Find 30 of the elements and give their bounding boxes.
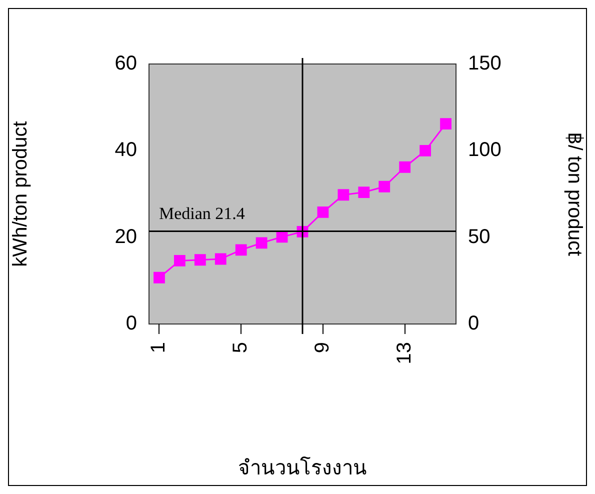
x-axis-title: จำนวนโรงงาน [238, 456, 367, 480]
y-tick-label: 0 [126, 312, 137, 335]
y2-tick-label: 0 [468, 312, 480, 335]
point [154, 272, 165, 284]
point [174, 255, 186, 266]
point [235, 244, 247, 256]
x-tick-label: 9 [311, 342, 334, 354]
point [194, 254, 206, 266]
point [358, 186, 370, 198]
point [399, 161, 411, 173]
y2-axis-title: ฿/ ton product [563, 132, 586, 257]
y2-tick-label: 50 [468, 226, 490, 248]
y-tick-label: 60 [114, 52, 137, 75]
y-tick-label: 20 [114, 226, 137, 248]
point [420, 144, 431, 156]
point [440, 118, 452, 130]
ref-line-label: Median 21.4 [159, 204, 246, 224]
point [378, 180, 390, 192]
y-tick-label: 40 [114, 139, 137, 162]
x-tick-label: 5 [230, 342, 252, 354]
point [317, 206, 329, 218]
point [214, 253, 226, 265]
y-axis-title: kWh/ton product [10, 120, 32, 267]
x-tick-label: 1 [148, 342, 170, 354]
y2-tick-label: 150 [468, 52, 502, 75]
y2-tick-label: 100 [468, 139, 502, 162]
point [256, 237, 268, 249]
x-tick-label: 13 [393, 342, 416, 364]
point [276, 231, 288, 243]
point [338, 189, 350, 201]
